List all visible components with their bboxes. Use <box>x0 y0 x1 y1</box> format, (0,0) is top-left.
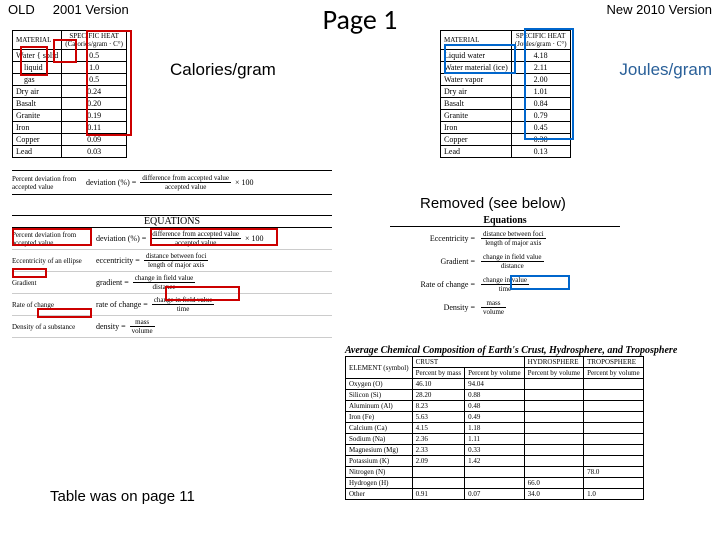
new-version: New 2010 Version <box>606 2 712 17</box>
highlight-water-new <box>444 44 516 74</box>
pd-label: Percent deviation from accepted value <box>12 175 82 191</box>
highlight-substance <box>37 308 92 318</box>
highlight-joules-column <box>524 28 574 140</box>
highlight-water-label <box>20 46 48 76</box>
highlight-water-states <box>53 39 77 63</box>
equations-old-title: EQUATIONS <box>12 215 332 228</box>
footer-note: Table was on page 11 <box>50 488 195 505</box>
pd-tail: × 100 <box>235 178 254 187</box>
highlight-calories-column <box>86 30 132 136</box>
calories-label: Calories/gram <box>170 60 276 80</box>
old-version: 2001 Version <box>53 2 129 17</box>
pd-bot: accepted value <box>140 183 231 191</box>
pd-top: difference from accepted value <box>140 174 231 183</box>
header-left: OLD 2001 Version <box>8 2 129 17</box>
joules-label: Joules/gram <box>619 60 712 80</box>
page-title: Page 1 <box>323 2 398 37</box>
highlight-gradient <box>12 268 47 278</box>
highlight-rate <box>165 286 240 301</box>
composition-table: Average Chemical Composition of Earth's … <box>345 345 677 500</box>
pd-lhs: deviation (%) = <box>86 178 136 187</box>
equations-new-title: Equations <box>390 215 620 227</box>
old-percent-deviation: Percent deviation from accepted value de… <box>12 170 332 195</box>
highlight-pd-formula <box>150 228 278 246</box>
comp-title: Average Chemical Composition of Earth's … <box>345 345 677 356</box>
new-equations: Equations Eccentricity = distance betwee… <box>390 215 620 319</box>
highlight-pd-label <box>12 228 92 246</box>
highlight-change-value <box>510 275 570 290</box>
removed-label: Removed (see below) <box>420 195 566 212</box>
old-label: OLD <box>8 2 35 17</box>
